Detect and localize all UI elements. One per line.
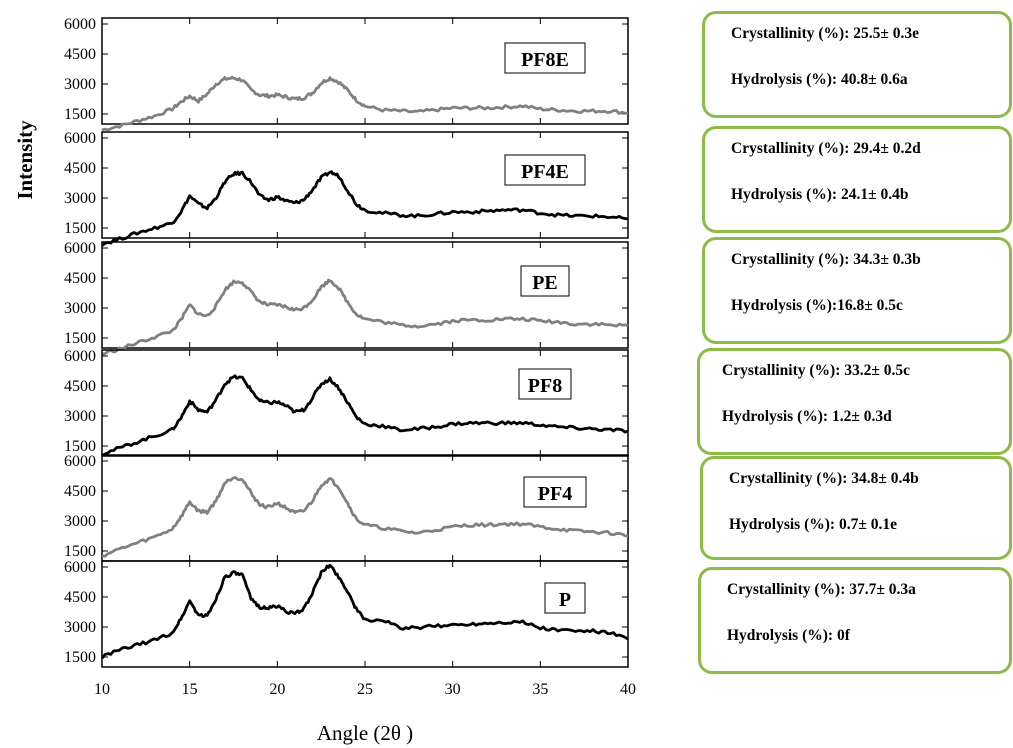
stats-box-pf8e: Crystallinity (%): 25.5± 0.3e Hydrolysis… — [702, 11, 1012, 118]
y-tick-label: 3000 — [64, 408, 96, 425]
series-line-pf8 — [101, 374, 629, 457]
series-line-pf8e — [101, 75, 629, 132]
crystallinity-text: Crystallinity (%): 34.8± 0.4b — [729, 470, 919, 487]
stats-box-pf4e: Crystallinity (%): 29.4± 0.2d Hydrolysis… — [702, 126, 1012, 233]
panel-label-pf4: PF4 — [538, 483, 572, 505]
y-tick-label: 1500 — [64, 438, 96, 455]
y-tick-label: 1500 — [64, 543, 96, 560]
hydrolysis-text: Hydrolysis (%):16.8± 0.5c — [731, 297, 903, 314]
x-tick-label: 10 — [94, 681, 110, 698]
panel-frame — [101, 560, 629, 668]
y-tick-label: 3000 — [64, 300, 96, 317]
panel-label-pe: PE — [532, 272, 558, 294]
y-axis-title: Intensity — [13, 120, 37, 200]
y-tick-label: 6000 — [64, 559, 96, 576]
series-line-pf4 — [101, 476, 629, 558]
y-tick-label: 1500 — [64, 330, 96, 347]
x-axis-title: Angle (2θ ) — [317, 721, 413, 745]
hydrolysis-text: Hydrolysis (%): 0f — [727, 627, 850, 644]
panel-label-box — [518, 368, 572, 400]
y-tick-label: 6000 — [64, 453, 96, 470]
crystallinity-text: Crystallinity (%): 33.2± 0.5c — [722, 362, 911, 379]
crystallinity-text: Crystallinity (%): 25.5± 0.3e — [731, 25, 920, 42]
y-tick-label: 6000 — [64, 16, 96, 33]
panel-label-p: P — [559, 589, 571, 611]
y-tick-label: 6000 — [64, 348, 96, 365]
y-tick-label: 1500 — [64, 220, 96, 237]
panel-label-box — [544, 582, 586, 614]
y-tick-label: 4500 — [64, 46, 96, 63]
panel-label-pf8: PF8 — [528, 375, 562, 397]
y-tick-label: 4500 — [64, 589, 96, 606]
y-tick-label: 1500 — [64, 106, 96, 123]
crystallinity-text: Crystallinity (%): 37.7± 0.3a — [727, 581, 916, 598]
y-tick-label: 3000 — [64, 76, 96, 93]
x-tick-label: 30 — [445, 681, 461, 698]
panel-label-box — [504, 42, 586, 74]
x-tick-label: 35 — [532, 681, 548, 698]
panel-label-pf4e: PF4E — [521, 161, 569, 183]
x-tick-label: 15 — [182, 681, 198, 698]
crystallinity-text: Crystallinity (%): 34.3± 0.3b — [731, 251, 921, 268]
panel-label-box — [504, 154, 586, 186]
hydrolysis-text: Hydrolysis (%): 0.7± 0.1e — [729, 516, 897, 533]
x-tick-label: 20 — [269, 681, 285, 698]
stats-box-p: Crystallinity (%): 37.7± 0.3a Hydrolysis… — [698, 567, 1012, 674]
stats-box-pf4: Crystallinity (%): 34.8± 0.4b Hydrolysis… — [700, 456, 1012, 560]
panel-frame — [101, 349, 629, 457]
panel-label-box — [523, 476, 587, 508]
panel-label-box — [520, 265, 570, 297]
y-tick-label: 4500 — [64, 270, 96, 287]
y-tick-label: 1500 — [64, 649, 96, 666]
hydrolysis-text: Hydrolysis (%): 40.8± 0.6a — [731, 71, 908, 88]
panel-label-pf8e: PF8E — [521, 49, 569, 71]
y-tick-label: 6000 — [64, 240, 96, 257]
y-tick-label: 4500 — [64, 483, 96, 500]
y-tick-label: 4500 — [64, 378, 96, 395]
crystallinity-text: Crystallinity (%): 29.4± 0.2d — [731, 140, 921, 157]
series-line-p — [100, 563, 629, 660]
series-line-pf4e — [101, 170, 629, 247]
hydrolysis-text: Hydrolysis (%): 24.1± 0.4b — [731, 186, 909, 203]
y-tick-label: 3000 — [64, 190, 96, 207]
y-tick-label: 4500 — [64, 160, 96, 177]
x-tick-label: 40 — [620, 681, 636, 698]
stats-box-pf8: Crystallinity (%): 33.2± 0.5c Hydrolysis… — [697, 348, 1012, 455]
panel-frame — [101, 454, 629, 562]
hydrolysis-text: Hydrolysis (%): 1.2± 0.3d — [722, 408, 892, 425]
y-tick-label: 3000 — [64, 513, 96, 530]
stats-box-pe: Crystallinity (%): 34.3± 0.3b Hydrolysis… — [702, 237, 1012, 344]
y-tick-label: 3000 — [64, 619, 96, 636]
x-tick-label: 25 — [357, 681, 373, 698]
y-tick-label: 6000 — [64, 130, 96, 147]
xrd-stacked-chart: 1500 3000 4500 6000 PF8E 1500 3000 4500 6000 PF4E… — [13, 16, 636, 745]
series-line-pe — [101, 278, 629, 356]
